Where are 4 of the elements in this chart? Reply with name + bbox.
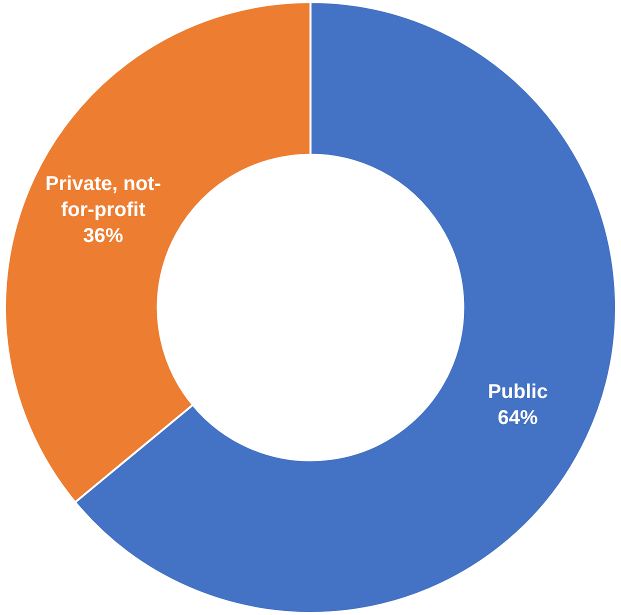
- slice-label: Private, not-for-profit: [45, 172, 161, 221]
- slice-label: Public: [488, 381, 548, 404]
- data-label: 36%: [83, 224, 124, 247]
- data-label: 64%: [498, 407, 538, 430]
